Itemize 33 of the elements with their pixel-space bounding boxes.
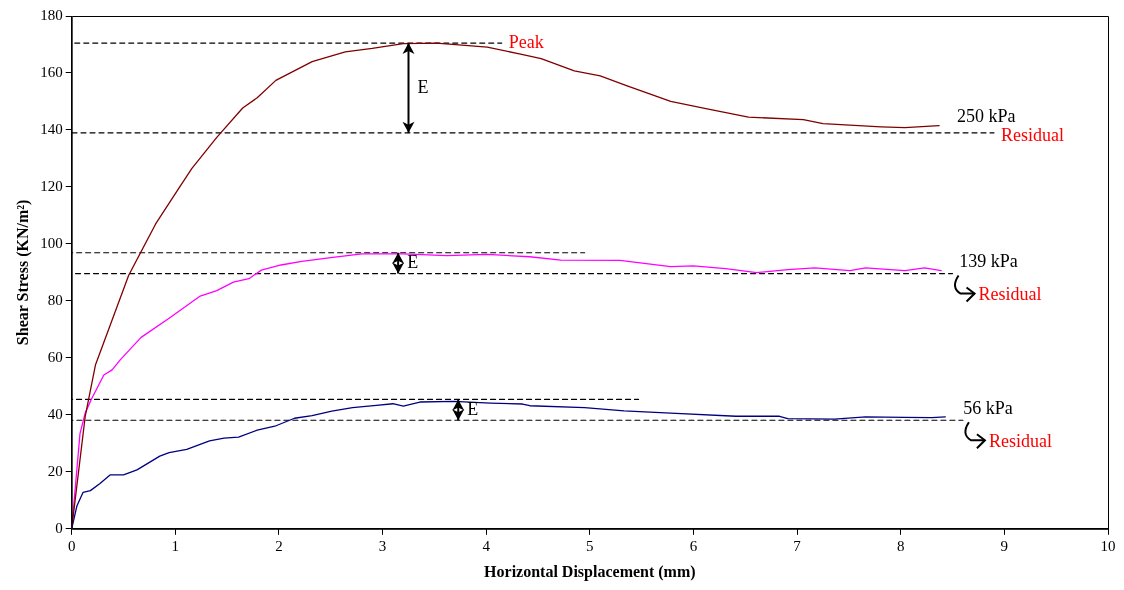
- x-tick-label: 9: [1000, 537, 1009, 554]
- y-tick-label: 20: [47, 462, 63, 479]
- annotation: Residual: [988, 430, 1052, 451]
- annotation: Residual: [1001, 124, 1065, 145]
- y-tick-label: 160: [40, 63, 63, 80]
- series-label: 139 kPa: [959, 251, 1018, 272]
- y-tick-label: 180: [40, 6, 63, 23]
- x-axis-title: Horizontal Displacement (mm): [484, 562, 696, 581]
- annotation: E: [467, 398, 479, 419]
- series-label: 250 kPa: [957, 106, 1016, 127]
- x-tick-label: 2: [275, 537, 283, 554]
- x-tick-label: 6: [689, 537, 698, 554]
- y-tick-label: 0: [55, 519, 63, 536]
- x-tick-label: 4: [482, 537, 491, 554]
- annotation: E: [407, 251, 419, 272]
- x-tick-label: 7: [793, 537, 802, 554]
- y-tick-label: 140: [40, 120, 63, 137]
- y-tick-label: 80: [47, 291, 63, 308]
- x-tick-label: 8: [896, 537, 905, 554]
- x-tick-label: 5: [586, 537, 594, 554]
- x-tick-label: 0: [67, 537, 76, 554]
- annotation: E: [417, 76, 429, 97]
- x-tick-label: 3: [378, 537, 387, 554]
- y-tick-label: 120: [40, 177, 63, 194]
- series-label: 56 kPa: [963, 397, 1013, 418]
- y-axis-title: Shear Stress (KN/m²): [13, 199, 32, 346]
- annotation: Peak: [508, 31, 544, 52]
- annotation: Residual: [978, 284, 1042, 305]
- y-tick-label: 100: [40, 234, 63, 251]
- y-tick-label: 40: [47, 405, 63, 422]
- y-tick-label: 60: [47, 348, 63, 365]
- x-tick-label: 10: [1100, 537, 1116, 554]
- x-tick-label: 1: [171, 537, 180, 554]
